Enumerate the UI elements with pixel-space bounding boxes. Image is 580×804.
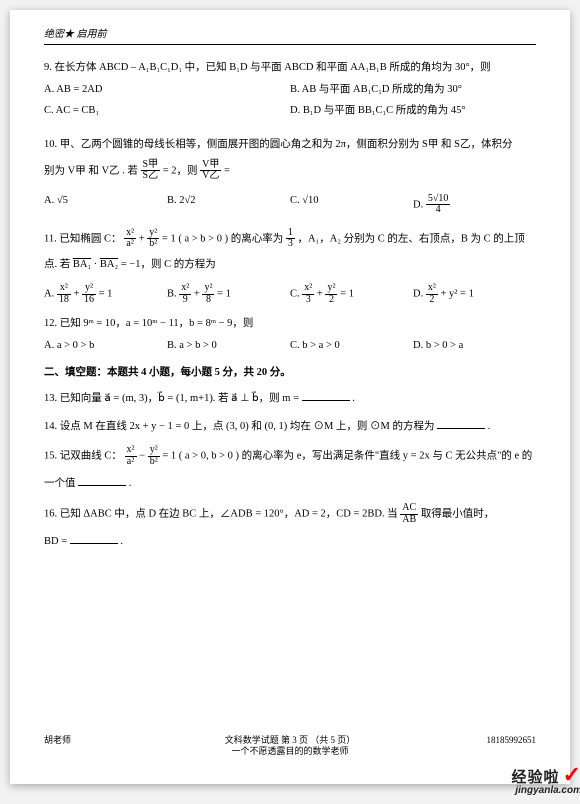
q12-opt-d: D. b > 0 > a <box>413 339 536 353</box>
q10-frac-1: S甲 S乙 <box>141 160 161 182</box>
q10-eq-2: = <box>224 165 230 176</box>
blank-14 <box>437 418 485 429</box>
q10-frac-2: V甲 V乙 <box>200 160 221 182</box>
q9-opt-b: B. AB 与平面 AB₁C₁D 所成的角为 30° <box>290 83 536 97</box>
exam-page: 绝密★ 启用前 9. 在长方体 ABCD – A₁B₁C₁D₁ 中，已知 B₁D… <box>10 10 570 784</box>
q10-opt-c: C. √10 <box>290 194 413 216</box>
q12-stem: 12. 已知 9ᵐ = 10，a = 10ᵐ − 11，b = 8ᵐ − 9，则 <box>44 317 536 331</box>
q9-stem: 9. 在长方体 ABCD – A₁B₁C₁D₁ 中，已知 B₁D 与平面 ABC… <box>44 61 536 75</box>
question-14: 14. 设点 M 在直线 2x + y − 1 = 0 上，点 (3, 0) 和… <box>44 418 536 434</box>
question-10: 10. 甲、乙两个圆锥的母线长相等，侧面展开图的圆心角之和为 2π，侧面积分别为… <box>44 138 536 216</box>
header-confidential: 绝密★ 启用前 <box>44 28 536 45</box>
q11-stem-2: 点. 若 BA₁ · BA₂ = −1，则 C 的方程为 <box>44 258 536 272</box>
question-11: 11. 已知椭圆 C： x²a² + y²b² = 1 ( a > b > 0 … <box>44 228 536 306</box>
q10-opt-d: D. 5√10 4 <box>413 194 536 216</box>
blank-16 <box>70 533 118 544</box>
q10-stem-1: 10. 甲、乙两个圆锥的母线长相等，侧面展开图的圆心角之和为 2π，侧面积分别为… <box>44 138 536 152</box>
q10-eq-1: = 2，则 <box>163 165 200 176</box>
q10-options: A. √5 B. 2√2 C. √10 D. 5√10 4 <box>44 194 536 216</box>
q9-opt-c: C. AC = CB₁ <box>44 104 290 118</box>
footer-phone: 18185992651 <box>487 735 537 747</box>
q12-opt-c: C. b > a > 0 <box>290 339 413 353</box>
q12-opt-a: A. a > 0 > b <box>44 339 167 353</box>
site-watermark: 经验啦✓ jingyanla.com <box>512 762 580 796</box>
section-2-title: 二、填空题：本题共 4 小题，每小题 5 分，共 20 分。 <box>44 366 536 380</box>
footer-page-info: 文科数学试题 第 3 页 （共 5 页） 一个不愿透露目的的数学老师 <box>225 735 356 758</box>
q11-opt-a: A. x²18 + y²16 = 1 <box>44 283 167 305</box>
blank-15 <box>78 475 126 486</box>
q11-opt-b: B. x²9 + y²8 = 1 <box>167 283 290 305</box>
q10-stem-2: 别为 V甲 和 V乙 . 若 S甲 S乙 = 2，则 V甲 V乙 = <box>44 160 536 182</box>
question-13: 13. 已知向量 a⃗ = (m, 3)，b⃗ = (1, m+1). 若 a⃗… <box>44 390 536 406</box>
blank-13 <box>302 390 350 401</box>
q11-opt-c: C. x²3 + y²2 = 1 <box>290 283 413 305</box>
q11-options: A. x²18 + y²16 = 1 B. x²9 + y²8 = 1 C. x… <box>44 283 536 305</box>
q11-stem-1: 11. 已知椭圆 C： x²a² + y²b² = 1 ( a > b > 0 … <box>44 228 536 250</box>
question-12: 12. 已知 9ᵐ = 10，a = 10ᵐ − 11，b = 8ᵐ − 9，则… <box>44 317 536 352</box>
page-footer: 胡老师 文科数学试题 第 3 页 （共 5 页） 一个不愿透露目的的数学老师 1… <box>44 735 536 758</box>
q9-options: A. AB = 2AD B. AB 与平面 AB₁C₁D 所成的角为 30° C… <box>44 83 536 126</box>
q9-opt-d: D. B₁D 与平面 BB₁C₁C 所成的角为 45° <box>290 104 536 118</box>
q11-opt-d: D. x²2 + y² = 1 <box>413 283 536 305</box>
q12-opt-b: B. a > b > 0 <box>167 339 290 353</box>
check-icon: ✓ <box>563 762 580 787</box>
question-15: 15. 记双曲线 C： x²a² − y²b² = 1 ( a > 0, b >… <box>44 445 536 491</box>
q9-opt-a: A. AB = 2AD <box>44 83 290 97</box>
question-16: 16. 已知 ΔABC 中，点 D 在边 BC 上，∠ADB = 120°，AD… <box>44 503 536 549</box>
footer-teacher: 胡老师 <box>44 735 71 747</box>
watermark-text: 经验啦 <box>512 769 560 786</box>
question-9: 9. 在长方体 ABCD – A₁B₁C₁D₁ 中，已知 B₁D 与平面 ABC… <box>44 61 536 126</box>
watermark-url: jingyanla.com <box>512 785 580 796</box>
q10-opt-b: B. 2√2 <box>167 194 290 216</box>
q10-text-a: 别为 V甲 和 V乙 . 若 <box>44 165 141 176</box>
q10-opt-a: A. √5 <box>44 194 167 216</box>
q12-options: A. a > 0 > b B. a > b > 0 C. b > a > 0 D… <box>44 339 536 353</box>
